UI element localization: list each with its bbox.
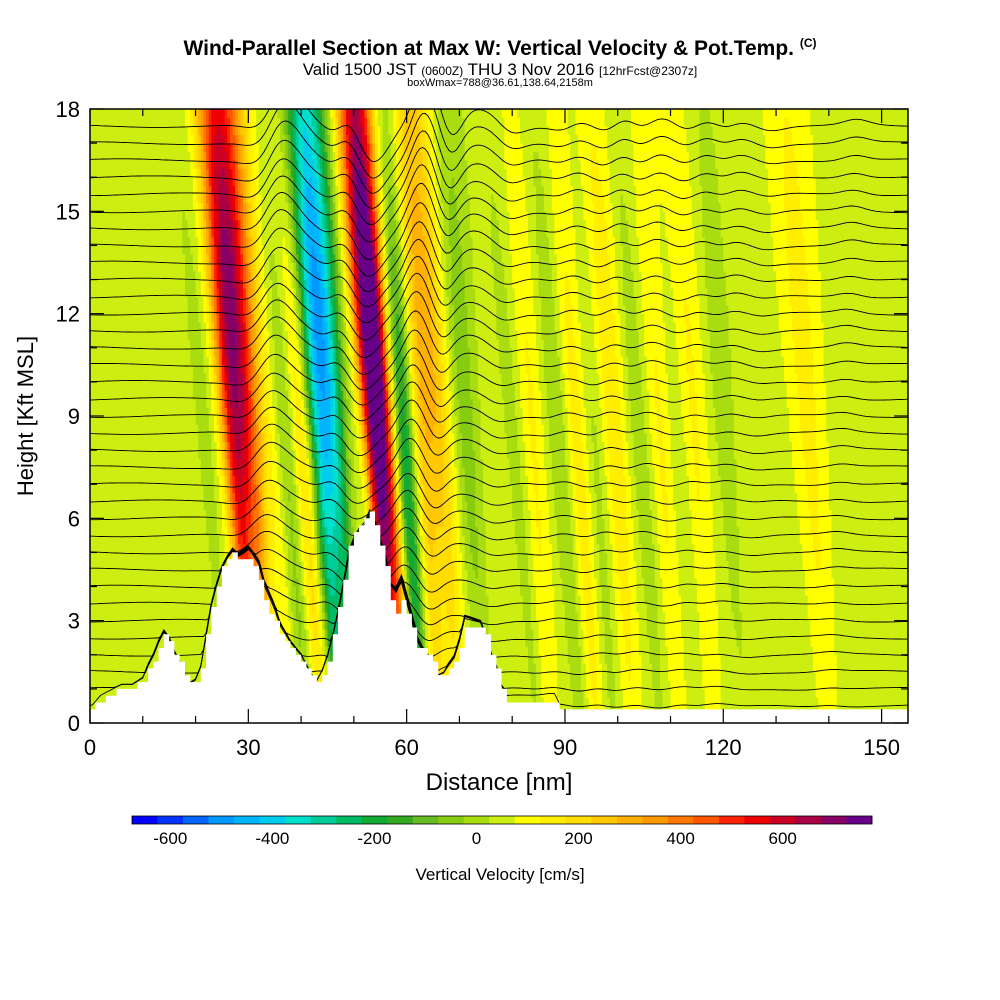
chart-title: Wind-Parallel Section at Max W: Vertical… (0, 36, 1000, 61)
colorbar-tick-label: 0 (472, 829, 481, 848)
colorbar-swatch (693, 816, 720, 824)
isentrope-line (90, 112, 908, 194)
colorbar-swatch (132, 816, 158, 824)
colorbar-swatch (616, 816, 643, 824)
x-tick-label: 150 (863, 735, 900, 760)
box-wmax-info: boxWmax=788@36.61,138.64,2158m (407, 77, 593, 89)
isentrope-line (90, 399, 908, 457)
colorbar-tick-label: 400 (666, 829, 694, 848)
axes: 0 30 60 90 120 150 0 3 6 9 12 15 18 (56, 97, 908, 760)
colorbar-swatch (591, 816, 618, 824)
colorbar-swatch (463, 816, 490, 824)
colorbar-swatch (234, 816, 260, 824)
colorbar-swatch (769, 816, 796, 824)
colorbar-tick-label: -200 (357, 829, 391, 848)
isentrope-line (90, 130, 908, 209)
colorbar-swatch (412, 816, 439, 824)
x-tick-label: 120 (705, 735, 742, 760)
isentrope-line (90, 516, 908, 583)
x-axis-label: Distance [nm] (426, 769, 573, 796)
x-tick-label: 0 (84, 735, 96, 760)
colorbar-swatch (744, 816, 771, 824)
isentrope-line (90, 511, 908, 642)
colorbar-swatch (285, 816, 311, 824)
isentrope-line (90, 291, 908, 359)
colorbar-swatch (336, 816, 362, 824)
isentrope-line (90, 507, 908, 554)
isentrope-line (90, 202, 908, 277)
x-tick-label: 90 (553, 735, 577, 760)
chart-subtitle: Valid 1500 JST (0600Z) THU 3 Nov 2016 [1… (0, 60, 1000, 80)
colorbar-frame (131, 815, 873, 825)
colorbar-swatch (565, 816, 592, 824)
isentrope-line (90, 418, 908, 474)
isentrope-line (90, 147, 908, 225)
colorbar-swatch (846, 816, 873, 824)
isentrope-line (90, 272, 908, 341)
copyright-mark: (C) (799, 36, 817, 50)
colorbar-tick-label: 200 (564, 829, 592, 848)
terrain-base (564, 709, 908, 723)
colorbar-swatch (540, 816, 567, 824)
forecast-info: [12hrFcst@2307z] (599, 64, 698, 78)
y-tick-label: 6 (68, 506, 80, 531)
isentrope-line (90, 381, 908, 439)
colorbar-label: Vertical Velocity [cm/s] (415, 865, 584, 884)
y-tick-label: 0 (68, 711, 80, 736)
colorbar-swatch (489, 816, 516, 824)
y-tick-label: 12 (56, 302, 80, 327)
colorbar-swatch (718, 816, 745, 824)
isentrope-line (90, 456, 908, 504)
colorbar-swatch (642, 816, 669, 824)
y-tick-label: 3 (68, 609, 80, 634)
x-tick-label: 60 (394, 735, 418, 760)
valid-date: THU 3 Nov 2016 (467, 60, 595, 79)
y-tick-label: 9 (68, 404, 80, 429)
isentrope-line (90, 364, 908, 422)
colorbar-tick-label: -600 (153, 829, 187, 848)
valid-utc: (0600Z) (421, 64, 464, 78)
isentrope-line (90, 109, 908, 179)
colorbar-swatch (157, 816, 184, 824)
y-tick-label: 15 (56, 199, 80, 224)
chart-title-text: Wind-Parallel Section at Max W: Vertical… (183, 37, 794, 60)
y-tick-label: 18 (56, 97, 80, 122)
isentrope-line (90, 164, 908, 243)
terrain-fill (90, 511, 571, 723)
terrain (90, 511, 908, 723)
colorbar-swatch (208, 816, 235, 824)
isentrope-line (90, 310, 908, 375)
isentrope-line (90, 347, 908, 406)
colorbar-swatch (361, 816, 388, 824)
valid-time: Valid 1500 JST (302, 60, 417, 79)
colorbar-swatch (795, 816, 822, 824)
isentrope-line (90, 239, 908, 308)
colorbar-swatch (438, 816, 465, 824)
y-axis-label: Height [Kft MSL] (13, 336, 38, 496)
isentrope-line (90, 437, 908, 489)
colorbar-swatch (183, 816, 209, 824)
colorbar-tick-label: -400 (255, 829, 289, 848)
colorbar-swatch (820, 816, 847, 824)
isentrope-line (90, 473, 908, 520)
colorbar-swatch (310, 816, 337, 824)
isentrope-line (90, 255, 908, 324)
x-tick-label: 30 (236, 735, 260, 760)
isentrope-line (90, 517, 908, 569)
isentrope-line (90, 329, 908, 391)
colorbar-tick-label: 600 (769, 829, 797, 848)
colorbar-swatch (259, 816, 286, 824)
isentrope-line (90, 183, 908, 261)
colorbar-swatch (514, 816, 541, 824)
colorbar-swatch (667, 816, 694, 824)
colorbar-swatch (387, 816, 413, 824)
isentrope-line (90, 109, 908, 162)
colorbar: -600 -400 -200 0 200 400 600 (131, 815, 873, 848)
isentrope-line (90, 489, 908, 537)
isentrope-contours (90, 109, 908, 709)
isentrope-line (90, 221, 908, 292)
